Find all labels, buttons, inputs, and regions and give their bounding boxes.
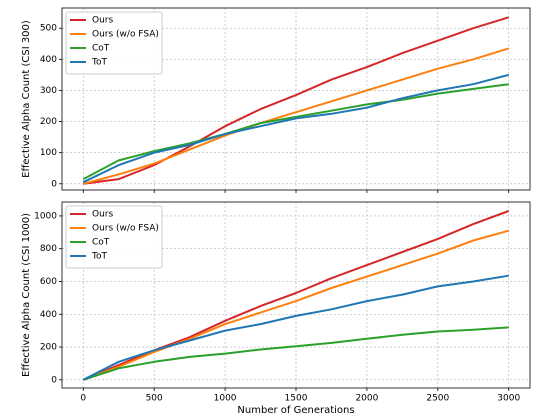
x-tick-label: 1000	[214, 394, 237, 404]
y-axis-label: Effective Alpha Count (CSI 1000)	[21, 213, 32, 377]
series-line	[83, 16, 509, 185]
legend-label: Ours (w/o FSA)	[92, 224, 159, 234]
y-tick-label: 400	[40, 55, 57, 65]
legend-label: CoT	[92, 44, 110, 54]
series-line	[82, 326, 509, 381]
series-line	[82, 274, 509, 381]
series-line	[82, 73, 509, 184]
plot-frame	[61, 201, 531, 389]
y-tick-label: 600	[40, 277, 57, 287]
series-line	[82, 229, 509, 381]
legend-label: Ours (w/o FSA)	[92, 30, 159, 40]
x-tick-label: 2500	[426, 394, 449, 404]
series-line	[82, 83, 509, 180]
x-tick-label: 500	[146, 394, 163, 404]
legend-box	[65, 11, 163, 75]
y-tick-label: 300	[40, 86, 57, 96]
y-tick-label: 500	[40, 24, 57, 34]
plot-frame	[61, 7, 531, 191]
legend-label: Ours	[92, 16, 113, 26]
y-tick-label: 200	[40, 343, 57, 353]
legend-label: CoT	[92, 238, 110, 248]
y-tick-label: 800	[40, 244, 57, 254]
series-line	[83, 47, 509, 185]
y-tick-label: 100	[40, 148, 57, 158]
legend-label: ToT	[91, 58, 107, 68]
y-tick-label: 1000	[34, 211, 57, 221]
x-tick-label: 1500	[285, 394, 308, 404]
legend-label: ToT	[91, 252, 107, 262]
x-tick-label: 0	[80, 394, 86, 404]
legend-box	[65, 205, 163, 269]
x-tick-label: 2000	[355, 394, 378, 404]
x-axis-label: Number of Generations	[237, 405, 354, 416]
legend-label: Ours	[92, 210, 113, 220]
y-tick-label: 0	[51, 375, 57, 385]
y-axis-label: Effective Alpha Count (CSI 300)	[21, 20, 32, 178]
y-tick-label: 400	[40, 310, 57, 320]
y-tick-label: 200	[40, 117, 57, 127]
x-tick-label: 3000	[497, 394, 520, 404]
y-tick-label: 0	[51, 179, 57, 189]
